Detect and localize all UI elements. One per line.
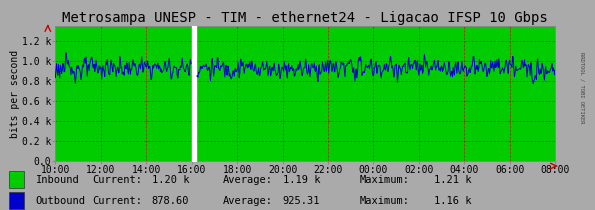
Text: Current:: Current: xyxy=(92,196,142,206)
Title: Metrosampa UNESP - TIM - ethernet24 - Ligacao IFSP 10 Gbps: Metrosampa UNESP - TIM - ethernet24 - Li… xyxy=(62,11,548,25)
Text: 925.31: 925.31 xyxy=(283,196,320,206)
Text: 1.21 k: 1.21 k xyxy=(434,175,472,185)
Text: Current:: Current: xyxy=(92,175,142,185)
Text: 1.16 k: 1.16 k xyxy=(434,196,472,206)
Text: Outbound: Outbound xyxy=(36,196,86,206)
Text: RRDTOOL / TOBI OETIKER: RRDTOOL / TOBI OETIKER xyxy=(580,52,584,124)
Text: Inbound: Inbound xyxy=(36,175,80,185)
Text: 1.19 k: 1.19 k xyxy=(283,175,320,185)
Text: Maximum:: Maximum: xyxy=(360,175,410,185)
Y-axis label: bits per second: bits per second xyxy=(10,49,20,138)
Text: 878.60: 878.60 xyxy=(152,196,189,206)
Text: 1.20 k: 1.20 k xyxy=(152,175,189,185)
Text: Maximum:: Maximum: xyxy=(360,196,410,206)
Text: Average:: Average: xyxy=(223,175,273,185)
Text: Average:: Average: xyxy=(223,196,273,206)
